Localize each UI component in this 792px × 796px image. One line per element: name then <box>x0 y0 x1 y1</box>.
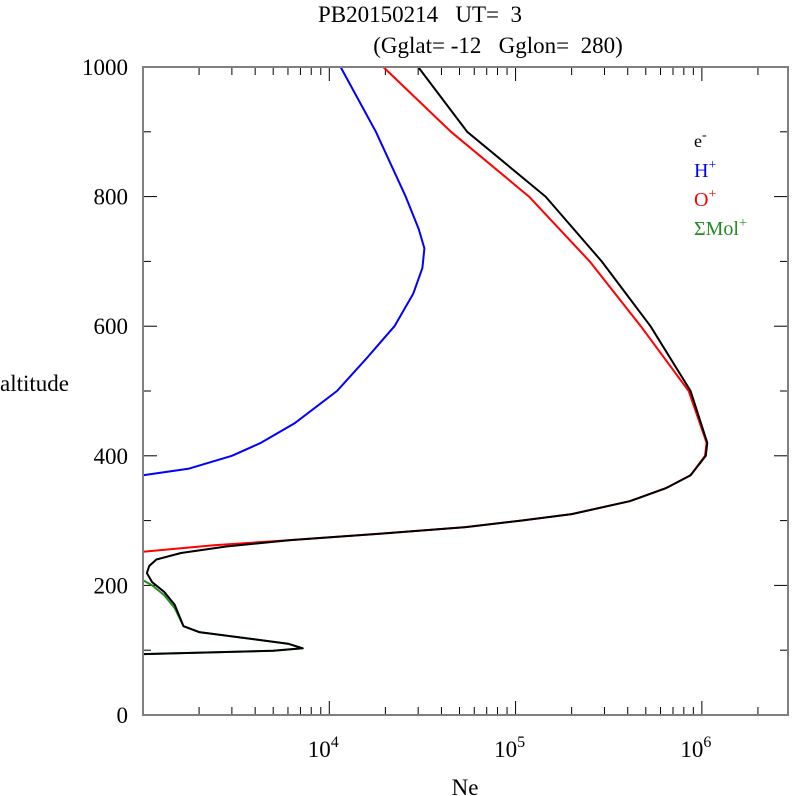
legend-item: e- <box>694 128 707 151</box>
x-tick-base: 10 <box>308 737 331 762</box>
legend-label: H <box>694 160 708 182</box>
series-line-electron <box>142 66 709 656</box>
x-tick-exponent: 4 <box>331 734 339 751</box>
series-lines <box>142 66 709 656</box>
x-tick-label: 105 <box>494 734 525 762</box>
y-tick-label: 600 <box>94 314 129 339</box>
chart-title: PB20150214 UT= 3 <box>318 2 522 27</box>
y-tick-label: 800 <box>94 185 129 210</box>
legend-item: H+ <box>694 158 716 182</box>
legend-superscript: + <box>739 216 747 231</box>
y-tick-label: 400 <box>94 444 129 469</box>
x-tick-base: 10 <box>494 737 517 762</box>
legend-label: e <box>694 131 702 151</box>
legend-superscript: + <box>708 187 716 202</box>
x-tick-label: 104 <box>308 734 339 762</box>
axis-ticks <box>143 67 788 715</box>
legend-superscript: + <box>708 158 716 173</box>
x-tick-labels: 104 105 106 <box>308 734 712 762</box>
legend-label: ΣMol <box>694 218 739 240</box>
x-axis-label: Ne <box>452 775 479 796</box>
y-tick-labels: 0 200 400 600 800 1000 <box>82 55 128 728</box>
y-tick-label: 1000 <box>82 55 128 80</box>
x-tick-exponent: 5 <box>517 734 525 751</box>
y-tick-label: 200 <box>94 573 129 598</box>
x-tick-label: 106 <box>680 734 711 762</box>
plot-frame <box>142 66 789 716</box>
legend: e-H+O+ΣMol+ <box>694 128 747 240</box>
legend-item: ΣMol+ <box>694 216 747 240</box>
y-axis-label: altitude <box>0 371 69 396</box>
legend-label: O <box>694 189 708 211</box>
series-line-o-plus <box>142 66 708 553</box>
legend-superscript: - <box>702 128 707 143</box>
legend-item: O+ <box>694 187 716 211</box>
x-tick-base: 10 <box>680 737 703 762</box>
y-tick-label: 0 <box>117 703 129 728</box>
x-tick-exponent: 6 <box>703 734 711 751</box>
series-line-h-plus <box>142 66 426 477</box>
chart-subtitle: (Gglat= -12 Gglon= 280) <box>373 33 623 58</box>
